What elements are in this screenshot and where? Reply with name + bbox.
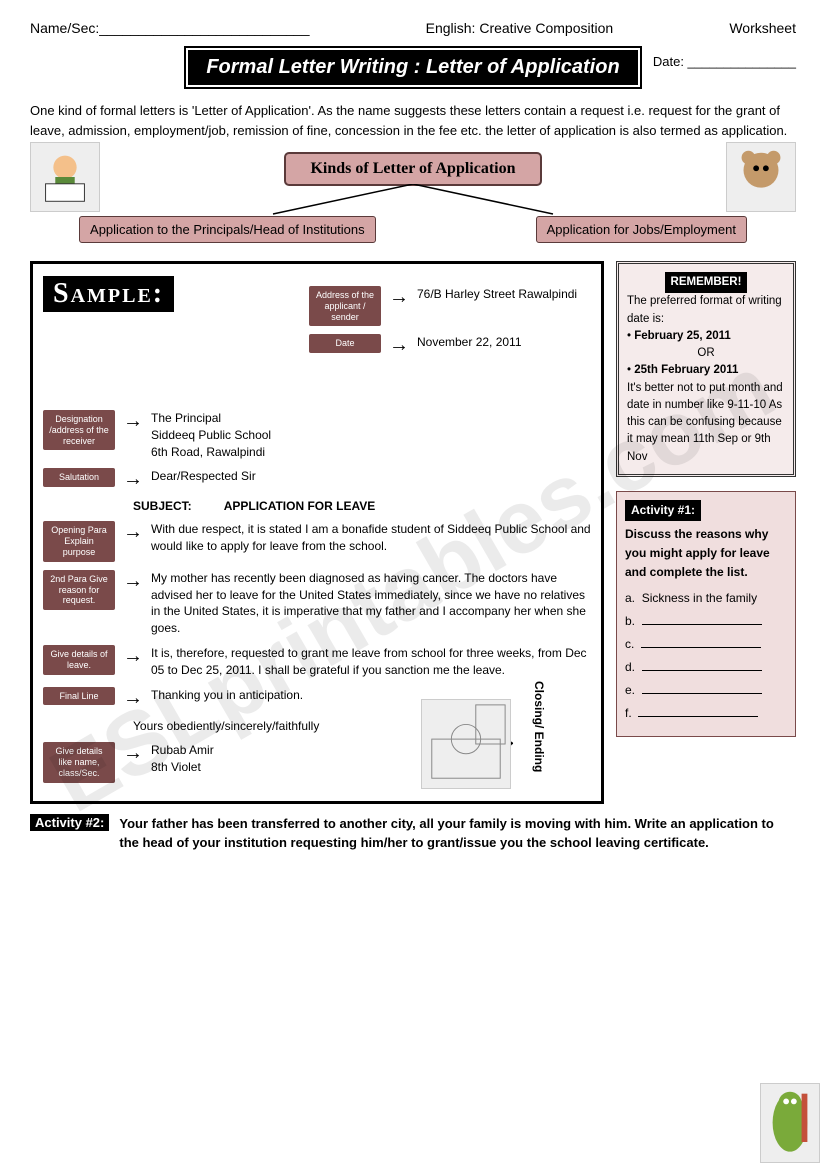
arrow-icon: → — [123, 410, 143, 433]
sample-receiver: The Principal Siddeeq Public School 6th … — [151, 410, 591, 460]
worksheet-label: Worksheet — [729, 20, 796, 36]
sample-opening: With due respect, it is stated I am a bo… — [151, 521, 591, 555]
activity2-text: Your father has been transferred to anot… — [119, 814, 796, 853]
subject-text: APPLICATION FOR LEAVE — [224, 499, 376, 513]
arrow-icon: → — [389, 286, 409, 309]
page-title: Formal Letter Writing : Letter of Applic… — [186, 48, 639, 87]
remember-bullet1: February 25, 2011 — [634, 330, 731, 342]
arrow-icon: → — [123, 742, 143, 765]
sample-closing: Yours obediently/sincerely/faithfully — [133, 718, 591, 735]
remember-title: REMEMBER! — [665, 272, 748, 293]
sample-signature: Rubab Amir 8th Violet — [151, 742, 591, 776]
chip-date: Date — [309, 334, 381, 353]
chip-final: Final Line — [43, 687, 115, 706]
title-row: Formal Letter Writing : Letter of Applic… — [30, 44, 796, 91]
activity1-box: Activity #1: Discuss the reasons why you… — [616, 491, 796, 737]
activity1-item-b[interactable]: b. — [625, 612, 787, 631]
date-field[interactable]: Date: _______________ — [653, 54, 796, 69]
activity1-item-d[interactable]: d. — [625, 658, 787, 677]
arrow-icon: → — [123, 468, 143, 491]
sample-box: Sample: Address of the applicant / sende… — [30, 261, 604, 804]
arrow-icon: → — [123, 645, 143, 668]
remember-box: REMEMBER! The preferred format of writin… — [616, 261, 796, 477]
remember-intro: The preferred format of writing date is: — [627, 293, 785, 328]
kind-principals: Application to the Principals/Head of In… — [79, 216, 376, 243]
chip-salutation: Salutation — [43, 468, 115, 487]
kind-jobs: Application for Jobs/Employment — [536, 216, 747, 243]
activity1-item-f[interactable]: f. — [625, 704, 787, 723]
chip-details: Give details of leave. — [43, 645, 115, 675]
sample-final: Thanking you in anticipation. — [151, 687, 591, 704]
activity1-prompt: Discuss the reasons why you might apply … — [625, 525, 787, 583]
sample-date: November 22, 2011 — [417, 334, 589, 351]
activity1-item-c[interactable]: c. — [625, 635, 787, 654]
boy-reading-icon — [30, 142, 100, 212]
teddy-bear-icon — [726, 142, 796, 212]
activity2-row: Activity #2: Your father has been transf… — [30, 814, 796, 853]
chip-receiver: Designation /address of the receiver — [43, 410, 115, 450]
sample-title: Sample: — [43, 276, 174, 312]
arrow-icon: → — [389, 334, 409, 357]
subject-label: SUBJECT: — [133, 499, 192, 513]
activity1-item-e[interactable]: e. — [625, 681, 787, 700]
activity1-title: Activity #1: — [625, 500, 701, 521]
closing-ending-label: Closing/ Ending — [532, 681, 546, 772]
kinds-title: Kinds of Letter of Application — [284, 152, 541, 186]
remember-note: It's better not to put month and date in… — [627, 380, 785, 466]
sample-reason: My mother has recently been diagnosed as… — [151, 570, 591, 637]
branch-lines — [213, 184, 613, 216]
activity1-item-a: a. Sickness in the family — [625, 589, 787, 608]
activity2-title: Activity #2: — [30, 814, 109, 831]
chip-reason: 2nd Para Give reason for request. — [43, 570, 115, 610]
armchair-teddy-icon — [421, 699, 511, 789]
chip-address: Address of the applicant / sender — [309, 286, 381, 326]
chip-opening: Opening Para Explain purpose — [43, 521, 115, 561]
sample-details: It is, therefore, requested to grant me … — [151, 645, 591, 679]
remember-or: OR — [627, 345, 785, 362]
remember-bullet2: 25th February 2011 — [634, 364, 738, 376]
intro-text: One kind of formal letters is 'Letter of… — [30, 101, 796, 140]
arrow-icon: → — [123, 570, 143, 593]
name-field[interactable]: Name/Sec:___________________________ — [30, 20, 309, 36]
arrow-icon: → — [123, 521, 143, 544]
sample-address: 76/B Harley Street Rawalpindi — [417, 286, 589, 303]
header-row: Name/Sec:___________________________ Eng… — [30, 20, 796, 36]
kinds-diagram: Kinds of Letter of Application Applicati… — [30, 152, 796, 243]
sample-salutation: Dear/Respected Sir — [151, 468, 591, 485]
bookworm-icon — [760, 1083, 820, 1163]
subject-label: English: Creative Composition — [426, 20, 614, 36]
arrow-icon: → — [123, 687, 143, 710]
chip-signature: Give details like name, class/Sec. — [43, 742, 115, 782]
